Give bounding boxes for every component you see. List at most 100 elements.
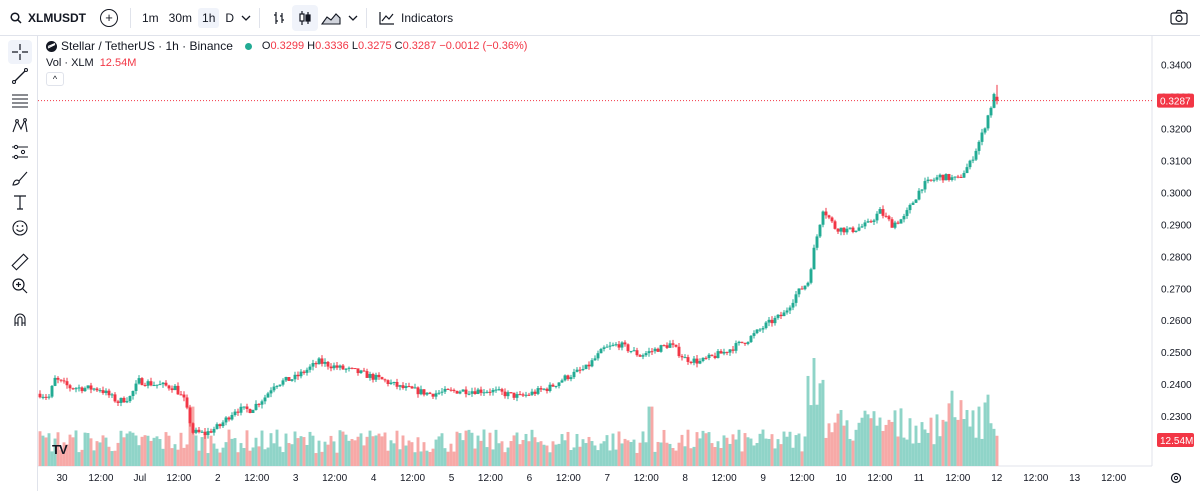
volume-bar (140, 436, 144, 466)
text-tool[interactable] (8, 190, 32, 214)
time-tick-label: 6 (527, 473, 533, 484)
candle-body (662, 345, 666, 347)
volume-bar (863, 410, 867, 466)
candle-body (644, 353, 648, 356)
camera-icon[interactable] (1170, 9, 1188, 25)
volume-bar (884, 424, 888, 466)
volume-bar (227, 429, 231, 466)
volume-bar (443, 448, 447, 466)
volume-bar (392, 443, 396, 466)
candle-body (602, 347, 606, 350)
volume-bar (992, 428, 996, 466)
settings-gear-icon[interactable] (1170, 472, 1182, 484)
candle-body (854, 230, 858, 233)
volume-bar (323, 441, 327, 466)
candle-body (560, 380, 564, 383)
magnet-tool[interactable] (8, 308, 32, 332)
candle-body (953, 176, 957, 178)
candle-body (668, 343, 672, 348)
candle-body (725, 351, 729, 353)
collapse-legend-button[interactable]: ^ (46, 72, 64, 86)
candles-chart-type-button[interactable] (292, 4, 319, 31)
interval-1m[interactable]: 1m (142, 10, 159, 25)
volume-bar (635, 452, 639, 466)
volume-bar (335, 452, 339, 466)
candle-body (206, 431, 210, 436)
candle-body (995, 96, 999, 101)
volume-bar (260, 430, 264, 466)
symbol-search[interactable]: XLMUSDT (0, 0, 94, 36)
candle-body (788, 307, 792, 311)
volume-bar (668, 443, 672, 466)
volume-bar (41, 435, 45, 466)
zoom-tool[interactable] (8, 274, 32, 298)
candle-body (923, 181, 927, 190)
brush-tool[interactable] (8, 166, 32, 190)
volume-bar (869, 418, 873, 466)
candle-body (632, 350, 636, 352)
candle-body (785, 310, 789, 313)
volume-bar (593, 445, 597, 466)
volume-bar (677, 442, 681, 466)
interval-30m[interactable]: 30m (168, 10, 193, 25)
chevron-down-icon[interactable] (239, 13, 253, 23)
fib-retracement-tool[interactable] (8, 88, 32, 112)
forecast-tool[interactable] (8, 140, 32, 164)
volume-bar (257, 446, 261, 466)
candle-body (476, 389, 480, 394)
volume-bar (92, 450, 96, 466)
area-chart-type-button[interactable] (318, 5, 344, 31)
candle-body (323, 361, 327, 364)
volume-bar (320, 451, 324, 466)
volume-bar (47, 433, 51, 466)
bar-chart-type-button[interactable] (266, 5, 292, 31)
candle-body (641, 355, 645, 357)
candle-body (218, 424, 222, 427)
series-title[interactable]: Stellar / TetherUS · 1h · Binance (61, 39, 233, 53)
candle-body (203, 431, 207, 436)
volume-bar (761, 429, 765, 466)
candle-body (518, 394, 522, 396)
volume-bar (527, 441, 531, 466)
ruler-tool[interactable] (8, 250, 32, 274)
compare-add-button[interactable]: + (100, 8, 118, 27)
candle-body (902, 216, 906, 220)
indicators-button[interactable]: Indicators (373, 0, 459, 36)
candle-body (392, 381, 396, 383)
candle-body (413, 387, 417, 389)
candle-body (728, 349, 732, 353)
volume-bar (293, 431, 297, 466)
candle-body (692, 358, 696, 363)
time-tick-label: 5 (449, 473, 455, 484)
interval-1h[interactable]: 1h (198, 7, 220, 28)
candle-body (593, 358, 597, 361)
candle-body (812, 247, 816, 270)
candle-body (686, 357, 690, 362)
volume-bar (239, 443, 243, 466)
crosshair-tool[interactable] (8, 40, 32, 64)
candle-body (56, 377, 60, 380)
volume-bar (977, 406, 981, 466)
trend-line-tool[interactable] (8, 64, 32, 88)
volume-bar (377, 433, 381, 466)
interval-d[interactable]: D (225, 10, 235, 25)
time-tick-label: 12:00 (634, 473, 659, 484)
candle-body (317, 358, 321, 365)
volume-bar (278, 446, 282, 466)
text-icon (14, 195, 26, 210)
volume-bar (410, 442, 414, 466)
candle-body (959, 176, 963, 178)
time-tick-label: 9 (760, 473, 766, 484)
candle-body (335, 365, 339, 368)
volume-bar (512, 435, 516, 466)
candle-body (623, 342, 627, 345)
emoji-tool[interactable] (8, 216, 32, 240)
candle-body (446, 388, 450, 390)
candle-body (242, 406, 246, 408)
pattern-tool[interactable] (8, 114, 32, 138)
volume-bar (509, 441, 513, 466)
candle-body (341, 365, 345, 370)
volume-bar (953, 417, 957, 466)
chevron-down-icon[interactable] (346, 13, 360, 23)
